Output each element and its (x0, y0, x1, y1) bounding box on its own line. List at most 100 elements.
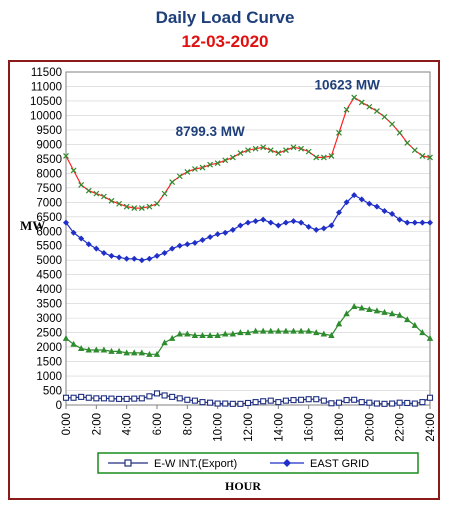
x-tick-label: 10:00 (213, 413, 225, 442)
data-point (381, 207, 388, 214)
peak-annotation: 10623 MW (315, 77, 381, 92)
data-point (381, 400, 388, 407)
data-point (389, 400, 396, 407)
data-point (328, 400, 335, 407)
data-point (63, 153, 69, 159)
data-point (373, 108, 380, 115)
data-point (214, 231, 221, 238)
data-point (131, 349, 138, 356)
data-point (404, 316, 411, 323)
data-point (237, 400, 244, 407)
data-point (176, 395, 183, 402)
data-point (191, 332, 199, 339)
chart-frame (8, 60, 440, 500)
data-point (161, 339, 168, 346)
y-tick-label: 10500 (30, 96, 62, 108)
data-point (282, 147, 289, 154)
data-point (427, 219, 433, 226)
data-point (116, 395, 123, 402)
data-point (131, 395, 138, 402)
data-point (404, 219, 411, 226)
data-point (260, 144, 267, 151)
data-point (313, 154, 320, 161)
data-point (411, 147, 418, 154)
data-point (184, 168, 191, 175)
data-point (176, 242, 183, 249)
chart-title: Daily Load Curve (155, 8, 295, 27)
y-tick-label: 3000 (36, 313, 62, 325)
data-point (252, 145, 259, 152)
y-tick-label: 1000 (36, 371, 62, 383)
y-tick-label: 500 (43, 386, 62, 398)
data-point (252, 218, 259, 225)
data-point (161, 249, 168, 256)
data-point (267, 147, 274, 154)
data-point (100, 193, 107, 200)
data-point (282, 219, 289, 226)
x-tick-label: 18:00 (334, 413, 346, 442)
data-point (396, 216, 403, 223)
data-point (70, 229, 77, 236)
data-point (199, 332, 206, 339)
data-point (259, 327, 267, 334)
data-point (320, 397, 327, 404)
data-point (154, 252, 160, 259)
data-point (373, 400, 380, 407)
series-1 (63, 192, 433, 264)
data-point (290, 397, 297, 404)
data-point (108, 197, 115, 204)
data-point (214, 160, 221, 167)
data-point (252, 327, 259, 334)
data-point (191, 397, 198, 404)
data-point (426, 394, 434, 401)
series-3 (62, 390, 434, 407)
data-point (169, 179, 176, 185)
data-point (336, 209, 342, 216)
data-point (70, 340, 77, 347)
data-point (153, 390, 161, 397)
data-point (199, 236, 206, 243)
data-point (245, 219, 251, 226)
data-point (275, 399, 282, 406)
data-point (191, 166, 198, 172)
data-point (366, 200, 373, 207)
data-point (70, 394, 77, 401)
data-point (131, 255, 138, 262)
data-point (404, 140, 411, 146)
gridlines (66, 71, 430, 406)
y-axis-ticks: 0 500 1000 1500 2000 2500 3000 3500 4000 4500 5000… (30, 67, 62, 412)
data-point (366, 103, 373, 110)
data-point (419, 399, 426, 406)
y-tick-label: 5500 (36, 241, 62, 253)
y-tick-label: 11000 (31, 81, 62, 93)
data-point (351, 192, 358, 199)
data-point (93, 190, 100, 197)
data-point (396, 399, 403, 406)
data-point (358, 304, 365, 311)
data-point (229, 400, 236, 407)
data-point (396, 311, 403, 318)
data-point (260, 398, 267, 405)
legend-label-east: EAST GRID (310, 458, 369, 470)
data-point (123, 255, 130, 262)
y-tick-label: 8000 (36, 168, 62, 180)
legend-label-ew: E-W INT.(Export) (154, 458, 237, 470)
data-point (154, 200, 160, 207)
data-point (343, 397, 350, 404)
data-point (275, 222, 282, 229)
data-point (78, 182, 85, 188)
x-tick-label: 24:00 (425, 413, 437, 442)
y-tick-label: 7500 (36, 183, 62, 195)
data-point (146, 203, 153, 210)
data-point (313, 396, 320, 403)
data-point (267, 327, 274, 334)
data-point (199, 399, 206, 406)
x-tick-label: 12:00 (243, 413, 255, 442)
data-point (328, 222, 335, 229)
legend-marker-ew (124, 459, 132, 467)
data-point (351, 94, 358, 101)
data-point (70, 167, 77, 174)
data-point (85, 241, 92, 248)
data-point (290, 327, 297, 334)
